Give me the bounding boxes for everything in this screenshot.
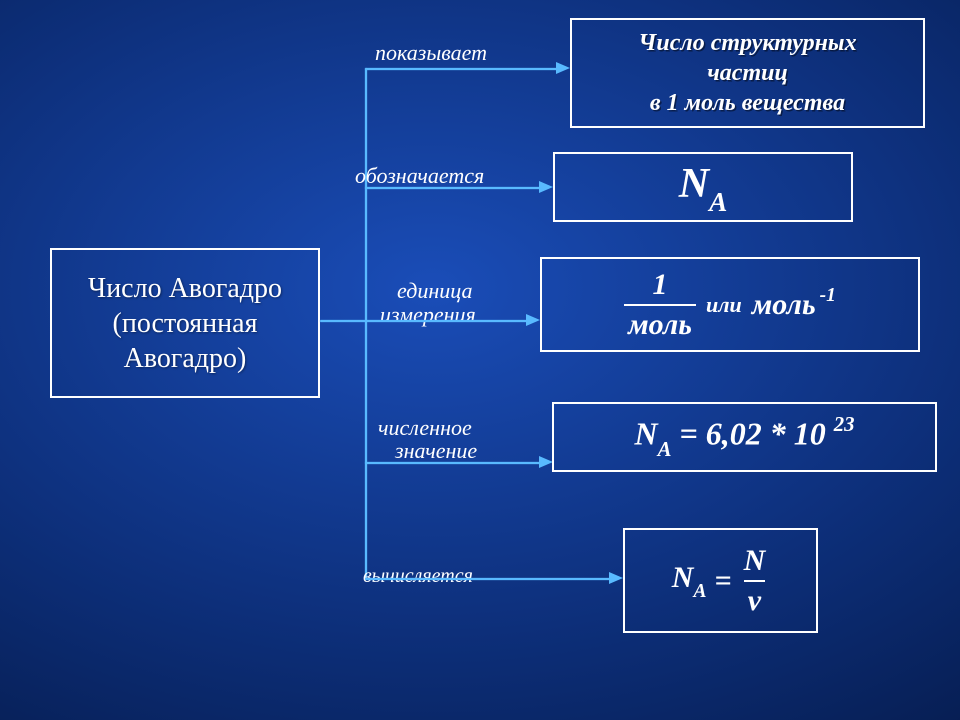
formula-eq: = <box>714 564 731 598</box>
stem-main-to-vertical <box>320 320 366 322</box>
arrowhead-r2 <box>539 181 553 193</box>
formula-lhs: NA <box>672 561 707 600</box>
label-value-2: значение <box>395 438 477 464</box>
formula-fraction: N ν <box>740 544 770 618</box>
box-unit: 1 моль или моль-1 <box>540 257 920 352</box>
value-expression: NA = 6,02 * 10 23 <box>634 415 854 458</box>
unit-fraction: 1 моль <box>624 268 696 342</box>
branch-r4 <box>365 462 543 464</box>
label-unit-1: единица <box>397 278 473 304</box>
arrowhead-r4 <box>539 456 553 468</box>
unit-alt: моль-1 <box>752 287 836 322</box>
branch-r2 <box>365 187 543 189</box>
box-definition: Число структурных частиц в 1 моль вещест… <box>570 18 925 128</box>
branch-r5 <box>365 578 613 580</box>
branch-r1 <box>365 68 560 70</box>
arrowhead-r1 <box>556 62 570 74</box>
label-unit-2: измерения <box>380 302 476 328</box>
unit-connector: или <box>706 292 742 318</box>
symbol-na: NA <box>679 160 728 213</box>
arrowhead-r3 <box>526 314 540 326</box>
vertical-stem <box>365 68 367 578</box>
box1-line1: Число структурных <box>638 28 856 58</box>
box1-line2: частиц <box>707 58 788 88</box>
main-line1: Число Авогадро <box>88 271 282 306</box>
main-line3: Авогадро) <box>124 341 247 376</box>
label-calculated: вычисляется <box>363 565 473 588</box>
label-denoted: обозначается <box>355 163 484 189</box>
arrowhead-r5 <box>609 572 623 584</box>
main-line2: (постоянная <box>113 306 258 341</box>
box-formula: NA = N ν <box>623 528 818 633</box>
box-symbol: NA <box>553 152 853 222</box>
box-value: NA = 6,02 * 10 23 <box>552 402 937 472</box>
branch-r3 <box>365 320 530 322</box>
box1-line3: в 1 моль вещества <box>650 88 845 118</box>
label-shows: показывает <box>375 40 487 66</box>
main-concept-box: Число Авогадро (постоянная Авогадро) <box>50 248 320 398</box>
